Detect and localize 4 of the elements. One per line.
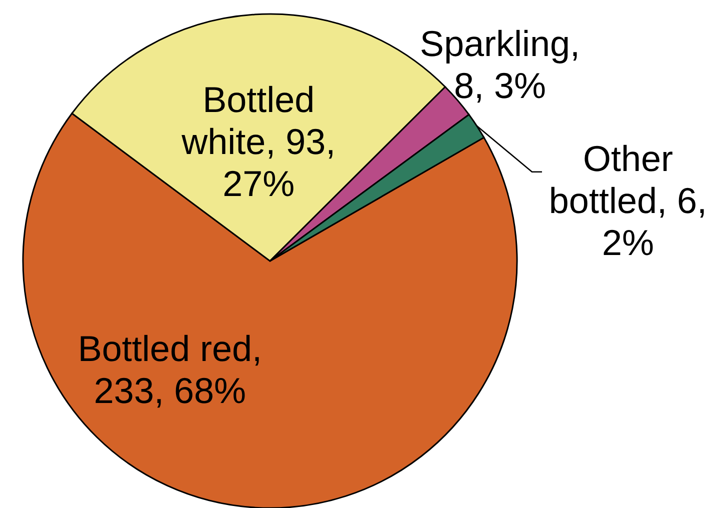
slice-label: Bottled red, 233, 68%	[78, 328, 262, 411]
slice-label: Other bottled, 6, 2%	[548, 138, 708, 263]
slice-label: Sparkling, 8, 3%	[420, 23, 580, 106]
slice-label: Bottled white, 93, 27%	[180, 78, 336, 204]
